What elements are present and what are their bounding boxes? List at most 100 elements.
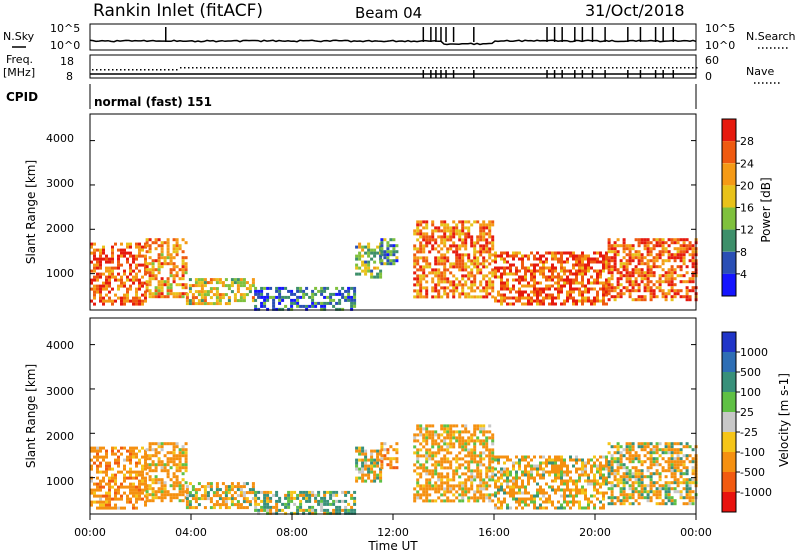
echo-cell-8 (661, 469, 665, 473)
echo-cell-7 (575, 485, 578, 489)
echo-cell-1 (157, 460, 161, 464)
echo-cell-4 (373, 473, 377, 477)
echo-cell-4 (373, 260, 377, 264)
freq-dot (420, 67, 422, 69)
echo-cell-1 (163, 493, 167, 497)
echo-cell-6 (428, 262, 432, 266)
echo-cell-2 (233, 491, 237, 495)
echo-cell-1 (145, 241, 149, 245)
echo-cell-8 (673, 463, 677, 467)
echo-cell-7 (521, 263, 524, 267)
echo-cell-6 (422, 238, 426, 242)
echo-cell-1 (178, 490, 182, 494)
echo-cell-7 (557, 293, 560, 297)
echo-cell-7 (596, 467, 599, 471)
echo-cell-6 (482, 274, 486, 278)
echo-cell-7 (569, 491, 572, 495)
echo-cell-7 (518, 491, 521, 495)
echo-cell-2 (242, 485, 246, 489)
echo-cell-7 (596, 464, 599, 468)
echo-cell-0 (111, 302, 114, 306)
echo-cell-7 (533, 257, 536, 261)
echo-cell-6 (476, 454, 480, 458)
echo-cell-7 (500, 251, 503, 255)
echo-cell-8 (661, 457, 665, 461)
echo-cell-8 (676, 466, 680, 470)
echo-cell-6 (476, 463, 480, 467)
echo-cell-2 (224, 497, 228, 501)
echo-cell-4 (364, 269, 368, 273)
echo-cell-6 (416, 484, 420, 488)
echo-cell-3 (263, 502, 267, 506)
echo-cell-4 (367, 251, 371, 255)
echo-cell-8 (649, 250, 653, 254)
echo-cell-6 (461, 472, 465, 476)
echo-cell-1 (181, 292, 185, 296)
echo-cell-7 (500, 296, 503, 300)
echo-cell-7 (515, 266, 518, 270)
echo-cell-8 (685, 502, 689, 506)
echo-cell-6 (440, 286, 444, 290)
echo-cell-6 (416, 496, 420, 500)
echo-cell-7 (500, 278, 503, 282)
echo-cell-3 (329, 295, 333, 299)
echo-cell-8 (628, 445, 632, 449)
echo-cell-2 (239, 488, 243, 492)
echo-cell-2 (221, 503, 225, 507)
echo-cell-1 (163, 484, 167, 488)
freq-dot (196, 67, 198, 69)
echo-cell-6 (464, 460, 468, 464)
echo-cell-7 (530, 272, 533, 276)
echo-cell-8 (688, 484, 692, 488)
echo-cell-7 (512, 479, 515, 483)
echo-cell-3 (314, 496, 318, 500)
echo-cell-8 (625, 448, 629, 452)
echo-cell-1 (169, 286, 173, 290)
echo-cell-4 (379, 476, 383, 480)
echo-cell-6 (431, 244, 435, 248)
echo-cell-8 (679, 259, 683, 263)
echo-cell-8 (613, 478, 617, 482)
echo-cell-8 (610, 283, 614, 287)
echo-cell-6 (491, 439, 495, 443)
echo-cell-0 (123, 284, 126, 288)
echo-cell-7 (572, 254, 575, 258)
echo-cell-0 (93, 284, 96, 288)
echo-cell-6 (458, 463, 462, 467)
echo-cell-0 (114, 491, 117, 495)
echo-cell-8 (616, 283, 620, 287)
echo-cell-7 (539, 287, 542, 291)
echo-cell-7 (605, 284, 608, 288)
echo-cell-7 (560, 284, 563, 288)
echo-cell-8 (691, 280, 695, 284)
echo-cell-1 (166, 292, 170, 296)
echo-cell-7 (599, 491, 602, 495)
echo-cell-1 (157, 445, 161, 449)
echo-cell-8 (613, 259, 617, 263)
echo-cell-2 (194, 290, 198, 294)
echo-cell-4 (358, 245, 362, 249)
echo-cell-6 (482, 484, 486, 488)
echo-cell-7 (551, 266, 554, 270)
echo-cell-7 (563, 461, 566, 465)
echo-cell-6 (446, 451, 450, 455)
echo-cell-1 (184, 460, 188, 464)
echo-cell-6 (482, 487, 486, 491)
echo-cell-8 (664, 475, 668, 479)
echo-cell-3 (287, 493, 291, 497)
echo-cell-7 (602, 491, 605, 495)
echo-cell-6 (434, 238, 438, 242)
echo-cell-1 (148, 292, 152, 296)
echo-cell-4 (370, 248, 374, 252)
echo-cell-8 (670, 265, 674, 269)
echo-cell-7 (566, 293, 569, 297)
echo-cell-0 (108, 485, 111, 489)
echo-cell-8 (610, 496, 614, 500)
echo-cell-6 (464, 241, 468, 245)
echo-cell-6 (416, 466, 420, 470)
echo-cell-6 (428, 265, 432, 269)
echo-cell-6 (419, 247, 423, 251)
echo-cell-7 (533, 284, 536, 288)
echo-cell-6 (455, 244, 459, 248)
echo-cell-8 (643, 484, 647, 488)
